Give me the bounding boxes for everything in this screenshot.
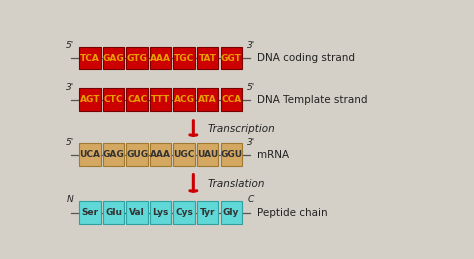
Text: CTC: CTC <box>104 95 123 104</box>
Text: TCA: TCA <box>80 54 100 62</box>
FancyBboxPatch shape <box>173 143 195 166</box>
Text: ACG: ACG <box>173 95 195 104</box>
FancyBboxPatch shape <box>220 201 242 224</box>
Text: Peptide chain: Peptide chain <box>256 207 327 218</box>
Text: Val: Val <box>129 208 145 217</box>
FancyBboxPatch shape <box>103 143 124 166</box>
Text: C: C <box>248 196 254 204</box>
FancyBboxPatch shape <box>127 47 148 69</box>
Text: N: N <box>67 196 73 204</box>
Text: UCA: UCA <box>80 150 100 159</box>
Text: DNA coding strand: DNA coding strand <box>256 53 355 63</box>
Text: TTT: TTT <box>151 95 170 104</box>
FancyBboxPatch shape <box>173 201 195 224</box>
Text: Lys: Lys <box>153 208 169 217</box>
Text: Gly: Gly <box>223 208 239 217</box>
Text: GGU: GGU <box>220 150 242 159</box>
Text: TAT: TAT <box>199 54 217 62</box>
FancyBboxPatch shape <box>197 143 219 166</box>
FancyBboxPatch shape <box>80 88 101 111</box>
Text: Cys: Cys <box>175 208 193 217</box>
Text: AGT: AGT <box>80 95 100 104</box>
Text: GTG: GTG <box>127 54 147 62</box>
Text: Glu: Glu <box>105 208 122 217</box>
FancyBboxPatch shape <box>103 47 124 69</box>
Text: DNA Template strand: DNA Template strand <box>256 95 367 105</box>
Text: UAU: UAU <box>197 150 219 159</box>
FancyBboxPatch shape <box>150 201 171 224</box>
Text: AAA: AAA <box>150 150 171 159</box>
FancyBboxPatch shape <box>173 88 195 111</box>
Text: UGC: UGC <box>173 150 195 159</box>
Text: GAG: GAG <box>103 54 125 62</box>
Text: GAG: GAG <box>103 150 125 159</box>
FancyBboxPatch shape <box>220 47 242 69</box>
Text: GUG: GUG <box>126 150 148 159</box>
FancyBboxPatch shape <box>127 88 148 111</box>
Text: Ser: Ser <box>82 208 99 217</box>
Text: 3': 3' <box>247 41 255 50</box>
FancyBboxPatch shape <box>127 201 148 224</box>
FancyBboxPatch shape <box>150 47 171 69</box>
FancyBboxPatch shape <box>173 47 195 69</box>
Text: 5': 5' <box>66 41 74 50</box>
Text: Transcription: Transcription <box>208 124 276 134</box>
FancyBboxPatch shape <box>80 143 101 166</box>
FancyBboxPatch shape <box>150 143 171 166</box>
FancyBboxPatch shape <box>80 47 101 69</box>
Text: 3': 3' <box>66 83 74 92</box>
FancyBboxPatch shape <box>150 88 171 111</box>
Text: mRNA: mRNA <box>256 150 289 160</box>
Text: 5': 5' <box>247 83 255 92</box>
FancyBboxPatch shape <box>197 88 219 111</box>
FancyBboxPatch shape <box>197 47 219 69</box>
Text: AAA: AAA <box>150 54 171 62</box>
FancyBboxPatch shape <box>80 201 101 224</box>
FancyBboxPatch shape <box>103 88 124 111</box>
Text: CCA: CCA <box>221 95 241 104</box>
FancyBboxPatch shape <box>197 201 219 224</box>
Text: 3': 3' <box>247 138 255 147</box>
FancyBboxPatch shape <box>127 143 148 166</box>
FancyBboxPatch shape <box>103 201 124 224</box>
Text: CAC: CAC <box>127 95 147 104</box>
FancyBboxPatch shape <box>220 88 242 111</box>
Text: Tyr: Tyr <box>200 208 215 217</box>
Text: GGT: GGT <box>221 54 242 62</box>
FancyBboxPatch shape <box>220 143 242 166</box>
Text: Translation: Translation <box>208 179 265 189</box>
Text: 5': 5' <box>66 138 74 147</box>
Text: ATA: ATA <box>198 95 217 104</box>
Text: TGC: TGC <box>174 54 194 62</box>
